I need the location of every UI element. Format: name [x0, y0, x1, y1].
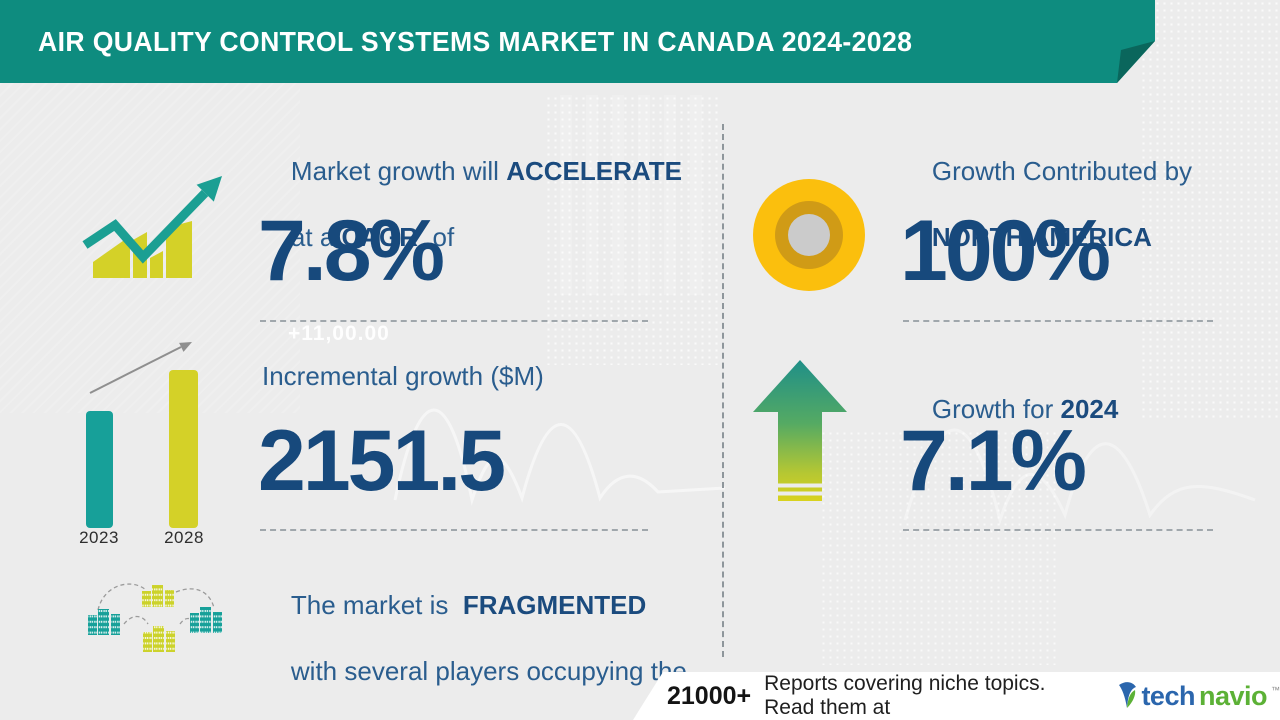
brand-name-tech: tech — [1141, 681, 1195, 711]
dashed-separator — [903, 320, 1213, 322]
reports-count: 21000+ — [667, 681, 752, 710]
header-ribbon-shape — [0, 0, 1155, 83]
fragmentation-bold: FRAGMENTED — [462, 590, 647, 620]
dashed-separator — [260, 320, 648, 322]
growth-2024-year: 2024 — [1060, 394, 1119, 424]
fragmentation-line2: with several players occupying the — [290, 656, 687, 686]
line-chart-up-icon — [82, 176, 222, 278]
cagr-label: Market growth will ACCELERATE at a CAGR … — [262, 122, 682, 287]
footer-tagline: Reports covering niche topics. Read them… — [764, 672, 1046, 719]
cagr-label-cagr: CAGR — [341, 222, 419, 252]
dashed-separator — [903, 529, 1213, 531]
growth-2024-pre: Growth for — [931, 394, 1061, 424]
technavio-logo: tech navio ™ — [1117, 681, 1280, 711]
header-banner: AIR QUALITY CONTROL SYSTEMS MARKET IN CA… — [0, 0, 1280, 83]
technavio-leaf-icon — [1119, 682, 1137, 708]
cagr-label-ata: at a — [290, 222, 342, 252]
fragmentation-label: The market is FRAGMENTED with several pl… — [262, 556, 702, 720]
city-buildings-icon — [88, 583, 222, 652]
cagr-label-of: of — [418, 222, 455, 252]
footer-band: 21000+ Reports covering niche topics. Re… — [0, 672, 1280, 720]
incremental-growth-label: Incremental growth ($M) — [262, 361, 544, 391]
bg-watermark-text: +11,00.00 — [288, 322, 390, 345]
page-title: AIR QUALITY CONTROL SYSTEMS MARKET IN CA… — [38, 25, 913, 57]
contribution-value: 100% — [900, 203, 1111, 299]
up-arrow-icon — [753, 360, 847, 501]
dashed-separator — [260, 529, 648, 531]
bar-year-label-left: 2023 — [79, 528, 119, 547]
fragmentation-pre: The market is — [290, 590, 463, 620]
bar-chart-2023-2028-icon — [86, 342, 198, 528]
growth-2024-value: 7.1% — [900, 413, 1087, 509]
contribution-label: Growth Contributed by NORTH AMERICA — [903, 122, 1192, 287]
bar-year-label-right: 2028 — [164, 528, 204, 547]
column-divider — [722, 124, 724, 657]
brand-name-navio: navio — [1198, 681, 1268, 711]
contribution-region: NORTH AMERICA — [931, 222, 1152, 252]
incremental-growth-value: 2151.5 — [258, 413, 506, 509]
trademark-symbol: ™ — [1271, 685, 1280, 695]
cagr-value: 7.8% — [258, 203, 445, 299]
footer-background-shape — [633, 672, 1280, 720]
cagr-label-regular: Market growth will — [290, 156, 507, 186]
contribution-line1: Growth Contributed by — [931, 156, 1193, 186]
donut-chart-icon — [753, 179, 865, 291]
cagr-label-accelerate: ACCELERATE — [506, 156, 682, 186]
growth-2024-label: Growth for 2024 — [903, 360, 1118, 459]
